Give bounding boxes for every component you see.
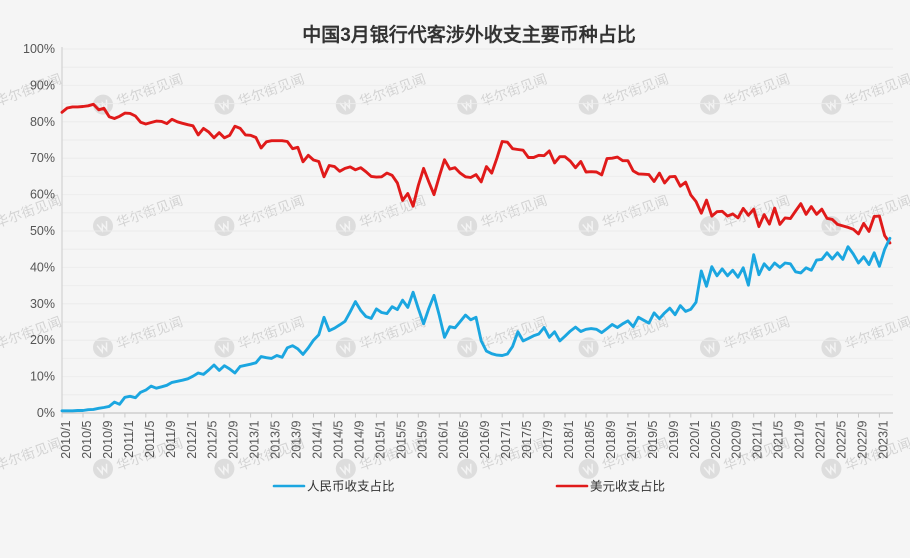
- svg-text:90%: 90%: [30, 78, 55, 92]
- svg-text:60%: 60%: [30, 188, 55, 202]
- svg-text:美元收支占比: 美元收支占比: [590, 479, 665, 494]
- svg-text:华尔街见闻: 华尔街见闻: [357, 314, 428, 352]
- svg-text:华尔街见闻: 华尔街见闻: [0, 435, 64, 473]
- svg-text:2022/1: 2022/1: [814, 420, 828, 458]
- svg-text:2019/1: 2019/1: [625, 420, 639, 458]
- svg-text:华尔街见闻: 华尔街见闻: [479, 193, 550, 231]
- svg-text:2015/5: 2015/5: [394, 420, 408, 458]
- svg-text:2021/9: 2021/9: [793, 420, 807, 458]
- svg-text:2016/1: 2016/1: [436, 420, 450, 458]
- svg-text:2016/9: 2016/9: [478, 420, 492, 458]
- svg-text:2020/5: 2020/5: [709, 420, 723, 458]
- svg-text:2011/9: 2011/9: [164, 420, 178, 457]
- svg-text:2010/1: 2010/1: [59, 420, 73, 458]
- svg-text:2018/5: 2018/5: [583, 420, 597, 458]
- svg-text:华尔街见闻: 华尔街见闻: [357, 193, 428, 231]
- svg-text:2015/1: 2015/1: [373, 420, 387, 458]
- svg-text:2019/9: 2019/9: [667, 420, 681, 458]
- svg-text:2018/1: 2018/1: [562, 420, 576, 458]
- svg-text:2016/5: 2016/5: [457, 420, 471, 458]
- svg-text:20%: 20%: [30, 333, 55, 347]
- svg-text:2012/1: 2012/1: [185, 420, 199, 458]
- svg-text:2022/5: 2022/5: [835, 420, 849, 458]
- svg-text:2015/9: 2015/9: [415, 420, 429, 458]
- svg-text:2013/9: 2013/9: [290, 420, 304, 458]
- svg-text:2020/9: 2020/9: [730, 420, 744, 458]
- svg-text:2021/1: 2021/1: [751, 420, 765, 458]
- svg-text:2014/1: 2014/1: [311, 420, 325, 458]
- svg-text:2012/5: 2012/5: [206, 420, 220, 458]
- svg-text:2014/9: 2014/9: [352, 420, 366, 458]
- svg-text:2014/5: 2014/5: [332, 420, 346, 458]
- svg-text:2013/1: 2013/1: [248, 420, 262, 458]
- svg-text:华尔街见闻: 华尔街见闻: [843, 314, 910, 352]
- svg-text:2019/5: 2019/5: [646, 420, 660, 458]
- svg-text:70%: 70%: [30, 151, 55, 165]
- svg-text:华尔街见闻: 华尔街见闻: [600, 193, 671, 231]
- svg-text:2022/9: 2022/9: [856, 420, 870, 458]
- svg-text:2017/5: 2017/5: [520, 420, 534, 458]
- svg-text:华尔街见闻: 华尔街见闻: [236, 193, 307, 231]
- svg-text:2023/1: 2023/1: [876, 420, 890, 458]
- svg-text:华尔街见闻: 华尔街见闻: [114, 193, 185, 231]
- svg-text:2017/9: 2017/9: [541, 420, 555, 458]
- svg-text:华尔街见闻: 华尔街见闻: [843, 193, 910, 231]
- svg-text:2017/1: 2017/1: [499, 420, 513, 458]
- svg-text:2012/9: 2012/9: [227, 420, 241, 458]
- svg-text:2020/1: 2020/1: [688, 420, 702, 458]
- svg-text:2021/5: 2021/5: [772, 420, 786, 458]
- svg-text:2013/5: 2013/5: [269, 420, 283, 458]
- svg-text:2018/9: 2018/9: [604, 420, 618, 458]
- svg-text:人民币收支占比: 人民币收支占比: [307, 479, 395, 494]
- svg-text:100%: 100%: [23, 42, 55, 56]
- svg-text:0%: 0%: [37, 406, 55, 420]
- svg-text:2011/5: 2011/5: [143, 420, 157, 457]
- svg-text:80%: 80%: [30, 115, 55, 129]
- svg-text:30%: 30%: [30, 297, 55, 311]
- svg-text:40%: 40%: [30, 260, 55, 274]
- svg-text:2010/9: 2010/9: [101, 420, 115, 458]
- svg-text:10%: 10%: [30, 370, 55, 384]
- svg-text:华尔街见闻: 华尔街见闻: [721, 314, 792, 352]
- svg-text:2011/1: 2011/1: [122, 420, 136, 457]
- svg-text:华尔街见闻: 华尔街见闻: [114, 314, 185, 352]
- svg-text:50%: 50%: [30, 224, 55, 238]
- svg-text:2010/5: 2010/5: [80, 420, 94, 458]
